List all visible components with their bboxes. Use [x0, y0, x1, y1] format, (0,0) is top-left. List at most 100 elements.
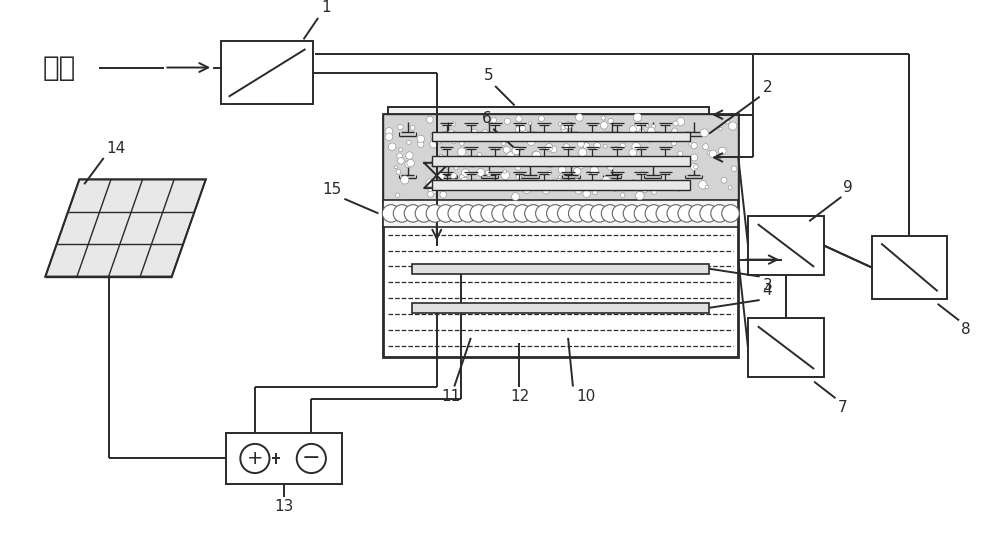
Circle shape	[677, 132, 682, 137]
Circle shape	[651, 125, 655, 129]
Circle shape	[404, 205, 422, 222]
Circle shape	[516, 156, 523, 164]
Circle shape	[607, 164, 614, 170]
Circle shape	[603, 144, 607, 148]
Circle shape	[542, 187, 550, 194]
Circle shape	[496, 133, 502, 138]
Circle shape	[452, 139, 456, 144]
Bar	[432, 156, 690, 166]
Circle shape	[631, 134, 634, 137]
Circle shape	[645, 124, 649, 127]
Circle shape	[563, 137, 567, 141]
Circle shape	[503, 205, 520, 222]
Circle shape	[417, 135, 425, 143]
Circle shape	[691, 154, 698, 161]
Circle shape	[685, 131, 689, 135]
Circle shape	[700, 129, 708, 137]
Circle shape	[437, 205, 455, 222]
Circle shape	[656, 205, 674, 222]
Text: 4: 4	[763, 283, 772, 298]
Circle shape	[678, 205, 695, 222]
Circle shape	[405, 160, 412, 168]
Text: −: −	[302, 449, 321, 468]
Circle shape	[561, 125, 566, 130]
Circle shape	[491, 118, 496, 123]
Circle shape	[459, 205, 476, 222]
Text: 12: 12	[510, 389, 529, 404]
Circle shape	[691, 143, 697, 149]
Circle shape	[651, 158, 656, 163]
Circle shape	[481, 205, 498, 222]
Circle shape	[606, 178, 613, 186]
Circle shape	[728, 185, 732, 189]
Bar	[748, 216, 824, 275]
Circle shape	[430, 140, 437, 148]
Circle shape	[512, 193, 519, 200]
Circle shape	[635, 159, 639, 162]
Bar	[432, 181, 690, 190]
Circle shape	[703, 144, 709, 150]
Circle shape	[458, 148, 466, 156]
Circle shape	[448, 130, 455, 136]
Bar	[221, 41, 313, 104]
Circle shape	[634, 124, 642, 132]
Circle shape	[707, 151, 711, 155]
Circle shape	[503, 170, 507, 173]
Circle shape	[641, 171, 645, 174]
Circle shape	[585, 159, 593, 167]
Circle shape	[441, 147, 444, 150]
Text: 14: 14	[107, 141, 126, 156]
Circle shape	[602, 131, 607, 136]
Circle shape	[579, 205, 597, 222]
Circle shape	[561, 126, 568, 132]
Circle shape	[426, 205, 444, 222]
Text: 5: 5	[484, 68, 493, 83]
Bar	[383, 114, 738, 357]
Circle shape	[532, 151, 541, 160]
Circle shape	[672, 128, 678, 133]
Circle shape	[470, 205, 487, 222]
Circle shape	[634, 205, 652, 222]
Circle shape	[673, 121, 678, 126]
Circle shape	[528, 121, 532, 125]
Circle shape	[406, 152, 413, 159]
Circle shape	[577, 141, 584, 147]
Circle shape	[646, 179, 654, 188]
Circle shape	[558, 166, 566, 174]
Circle shape	[398, 124, 403, 130]
Circle shape	[461, 169, 469, 177]
Bar	[432, 132, 690, 142]
Circle shape	[477, 168, 485, 176]
Circle shape	[516, 162, 520, 166]
Circle shape	[645, 205, 663, 222]
Circle shape	[459, 174, 464, 179]
Circle shape	[614, 146, 618, 150]
Circle shape	[517, 162, 520, 165]
Circle shape	[629, 149, 637, 156]
Circle shape	[519, 125, 526, 131]
Circle shape	[482, 130, 489, 136]
Circle shape	[620, 143, 625, 148]
Circle shape	[297, 444, 326, 473]
Circle shape	[590, 166, 599, 175]
Circle shape	[474, 156, 480, 162]
Circle shape	[527, 138, 535, 146]
Circle shape	[608, 118, 613, 124]
Circle shape	[428, 187, 437, 195]
Circle shape	[399, 148, 403, 152]
Text: 11: 11	[442, 389, 461, 404]
Circle shape	[587, 171, 590, 174]
Circle shape	[382, 205, 400, 222]
Circle shape	[454, 166, 458, 170]
Circle shape	[731, 166, 737, 172]
Circle shape	[470, 179, 477, 185]
Circle shape	[451, 122, 455, 126]
Text: 13: 13	[274, 499, 294, 514]
Circle shape	[719, 127, 722, 130]
Circle shape	[594, 143, 601, 149]
Circle shape	[633, 113, 642, 121]
Circle shape	[729, 122, 737, 130]
Circle shape	[512, 146, 520, 155]
Text: 7: 7	[837, 400, 847, 415]
Circle shape	[452, 157, 460, 164]
